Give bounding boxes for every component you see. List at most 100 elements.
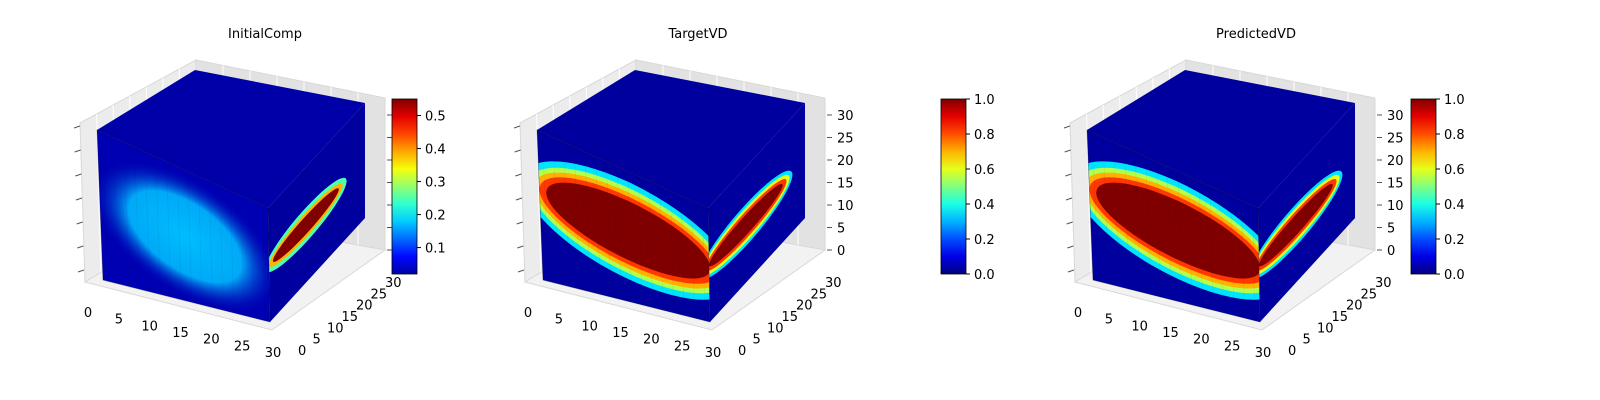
cube-top-face (537, 70, 805, 208)
front-blob-transform (1087, 161, 1260, 300)
x-tick-label: 15 (1162, 326, 1179, 341)
x-tick-label: 10 (1131, 319, 1148, 334)
z-tick-mark (517, 245, 524, 249)
side-spot-transform (708, 170, 793, 280)
z-tick-mark (1067, 269, 1075, 273)
z-tick-label: 5 (837, 222, 845, 237)
voxel-grid-line (574, 147, 580, 290)
voxel-grid-line (262, 205, 266, 321)
colorbar-tick-label: 0.2 (425, 209, 446, 224)
colorbar-tick-label: 1.0 (974, 93, 995, 108)
voxel-grid-line (134, 147, 140, 290)
voxel-grid-line (670, 190, 674, 313)
x-tick-label: 0 (84, 306, 92, 321)
front-blob (97, 160, 270, 313)
colorbar-tick-label: 0.4 (425, 143, 446, 158)
y-tick-label: 10 (767, 321, 784, 336)
voxel-grid-line (702, 205, 706, 321)
x-tick-label: 25 (674, 339, 691, 354)
front-blob-layer (1087, 161, 1260, 300)
y-tick-label: 5 (753, 333, 761, 348)
voxel-grid-line (1188, 176, 1193, 305)
y-tick-label: 30 (825, 276, 842, 291)
y-tick-label: 15 (342, 310, 359, 325)
voxel-grid-line (155, 156, 161, 295)
z-tick-label: 15 (1387, 177, 1404, 192)
voxel-grid-line (1134, 151, 1141, 292)
voxel-grid-line (552, 137, 559, 284)
cube-front-outline (536, 129, 711, 323)
pane-grid-line (96, 113, 102, 273)
voxel-grid-line (1198, 181, 1203, 308)
voxel-grid-line (240, 195, 245, 316)
colorbar-tick-label: 0.8 (974, 128, 995, 143)
z-tick-label: 25 (1387, 132, 1404, 147)
y-tick-label: 0 (1288, 344, 1296, 359)
z-tick-label: 20 (837, 154, 854, 169)
z-tick-label: 0 (837, 244, 845, 259)
z-tick-mark (1066, 221, 1073, 225)
pane-grid-line (536, 113, 542, 273)
voxel-grid-line (219, 186, 224, 311)
voxel-grid-line (638, 176, 643, 305)
voxel-grid-line (606, 161, 612, 298)
x-tick-label: 5 (555, 313, 563, 328)
chart-title: InitialComp (228, 27, 302, 42)
cube-top-face (97, 70, 365, 208)
x-tick-label: 10 (141, 319, 158, 334)
x-tick-label: 30 (1255, 346, 1272, 361)
z-tick-mark (77, 245, 84, 249)
z-tick-mark (75, 173, 82, 177)
z-tick-mark (516, 221, 523, 225)
colorbar-tick-label: 0.0 (974, 268, 995, 283)
z-tick-label: 25 (837, 132, 854, 147)
voxel-grid-line (187, 171, 193, 303)
voxel-grid-line (1113, 142, 1120, 287)
y-tick-label: 25 (371, 287, 388, 302)
panel-initialcomp: 0 5 10 15 20 25 30 051015202530InitialComp0.10.… (73, 27, 446, 361)
front-blob-transform (97, 160, 270, 313)
x-tick-label: 20 (643, 333, 660, 348)
pane-grid-line (1086, 113, 1092, 273)
voxel-grid-line (176, 166, 182, 300)
cube-front-outline (1086, 129, 1261, 323)
z-tick-mark (1065, 173, 1072, 177)
z-tick-label: 15 (837, 177, 854, 192)
side-spot-transform (1258, 170, 1343, 280)
voxel-grid-line (1177, 171, 1183, 303)
colorbar (940, 98, 967, 275)
y-tick-label: 15 (782, 310, 799, 325)
z-tick-mark (74, 149, 81, 153)
side-spot-layer (708, 170, 793, 280)
z-tick-mark (1065, 197, 1073, 201)
x-tick-label: 20 (203, 333, 220, 348)
voxel-grid-line (230, 190, 234, 313)
voxel-grid-line (584, 151, 591, 292)
voxel-grid-line (1124, 147, 1130, 290)
front-blob-layer (537, 161, 710, 300)
z-tick-mark (75, 197, 83, 201)
y-tick-label: 25 (811, 287, 828, 302)
z-tick-mark (513, 125, 521, 129)
voxel-grid-line (1102, 137, 1109, 284)
x-tick-label: 30 (705, 346, 722, 361)
colorbar-tick-label: 0.4 (974, 198, 995, 213)
y-tick-label: 20 (796, 299, 813, 314)
z-tick-mark (73, 125, 81, 129)
colorbar (391, 98, 418, 275)
y-tick-label: 0 (738, 344, 746, 359)
y-tick-label: 5 (1303, 333, 1311, 348)
side-spot-layer (1258, 170, 1343, 280)
z-tick-label: 10 (837, 199, 854, 214)
colorbar-tick-label: 0.6 (1444, 163, 1465, 178)
x-tick-label: 25 (1224, 339, 1241, 354)
y-tick-label: 20 (1346, 299, 1363, 314)
colorbar-tick-label: 0.1 (425, 242, 446, 257)
voxel-grid-line (1156, 161, 1162, 298)
colorbar-tick-label: 0.2 (1444, 233, 1465, 248)
voxel-grid-line (208, 181, 213, 308)
x-tick-label: 25 (234, 339, 251, 354)
z-tick-mark (1064, 149, 1071, 153)
x-tick-label: 5 (115, 313, 123, 328)
